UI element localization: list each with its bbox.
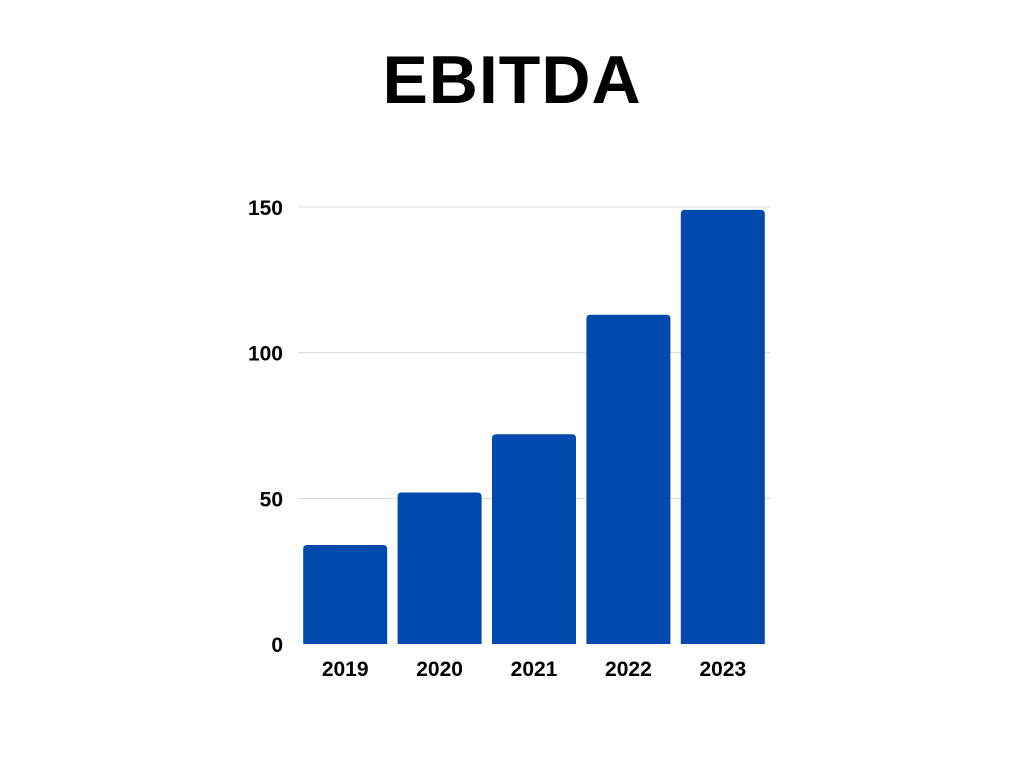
bar-2019	[303, 544, 388, 644]
y-tick-label: 150	[248, 197, 283, 220]
bar-2020	[397, 492, 482, 644]
x-tick-label: 2022	[605, 658, 652, 681]
x-tick-label: 2021	[511, 658, 558, 681]
y-axis-ticks: 0 50 100 150	[248, 197, 283, 657]
bar-2023	[680, 209, 765, 644]
bar-2021	[492, 434, 576, 644]
y-tick-label: 0	[271, 634, 283, 657]
x-axis-ticks: 2019 2020 2021 2022 2023	[322, 658, 746, 681]
chart-title: EBITDA	[382, 42, 642, 118]
y-tick-label: 100	[248, 343, 283, 366]
bar-2022	[586, 314, 671, 644]
x-tick-label: 2020	[416, 658, 463, 681]
y-tick-label: 50	[260, 488, 283, 511]
x-tick-label: 2019	[322, 658, 369, 681]
x-tick-label: 2023	[699, 658, 746, 681]
bars	[303, 209, 765, 644]
